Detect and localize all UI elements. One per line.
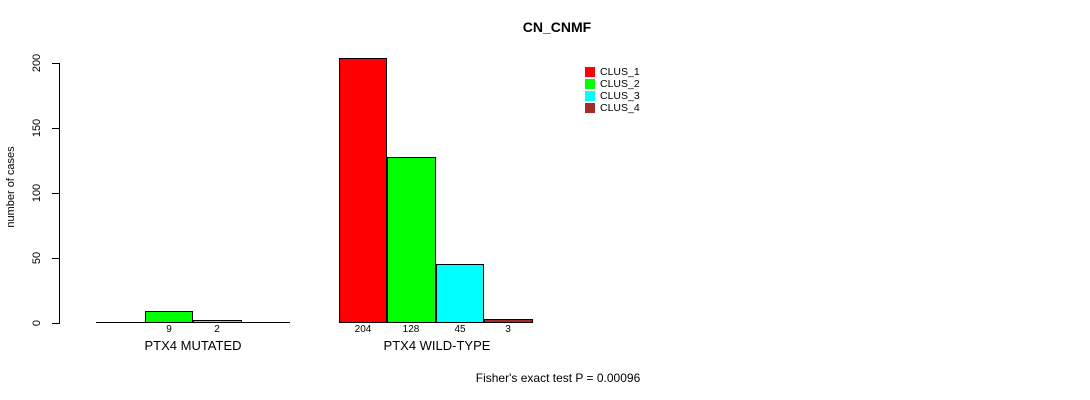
y-axis-tick-label: 100 (31, 183, 43, 203)
bar-value-label: 128 (402, 324, 420, 335)
y-axis-tick (52, 322, 59, 324)
y-axis-tick-label: 150 (31, 118, 43, 138)
y-axis-tick (52, 127, 59, 129)
legend-item: CLUS_2 (585, 78, 640, 90)
bar-value-label: 2 (214, 324, 220, 335)
y-axis-tick-label: 200 (31, 53, 43, 73)
y-axis-tick-label: 0 (31, 319, 43, 327)
legend-item: CLUS_3 (585, 90, 640, 102)
bar-clus-2-group2 (387, 157, 436, 323)
bar-clus-2-group1 (145, 311, 193, 323)
bar-clus-4-group2 (484, 319, 533, 323)
legend-label: CLUS_3 (600, 90, 640, 102)
bar-clus-3-group2 (436, 264, 484, 323)
bar-value-label: 3 (505, 324, 511, 335)
y-axis-tick (52, 192, 59, 194)
chart-title: CN_CNMF (522, 19, 592, 35)
y-axis-tick (52, 62, 59, 64)
legend-label: CLUS_4 (600, 102, 640, 114)
legend-label: CLUS_1 (600, 66, 640, 78)
bar-value-label: 9 (166, 324, 172, 335)
x-group-label-mutated: PTX4 MUTATED (144, 338, 242, 353)
legend: CLUS_1 CLUS_2 CLUS_3 CLUS_4 (585, 66, 640, 114)
clus-3-swatch-icon (585, 91, 595, 101)
y-axis-tick-label: 50 (31, 251, 43, 265)
x-group-label-wild-type: PTX4 WILD-TYPE (383, 338, 491, 353)
y-axis-line (59, 63, 60, 324)
bar-value-label: 204 (354, 324, 372, 335)
legend-label: CLUS_2 (600, 78, 640, 90)
legend-item: CLUS_1 (585, 66, 640, 78)
clus-1-swatch-icon (585, 67, 595, 77)
legend-item: CLUS_4 (585, 102, 640, 114)
clus-4-swatch-icon (585, 103, 595, 113)
bar-clus-1-group2 (339, 58, 387, 323)
bar-value-label: 45 (454, 324, 466, 335)
y-axis-tick (52, 257, 59, 259)
fisher-test-annotation: Fisher's exact test P = 0.00096 (475, 371, 641, 385)
y-axis-label: number of cases (5, 146, 17, 228)
clus-2-swatch-icon (585, 79, 595, 89)
bar-clus-3-group1 (193, 320, 242, 323)
